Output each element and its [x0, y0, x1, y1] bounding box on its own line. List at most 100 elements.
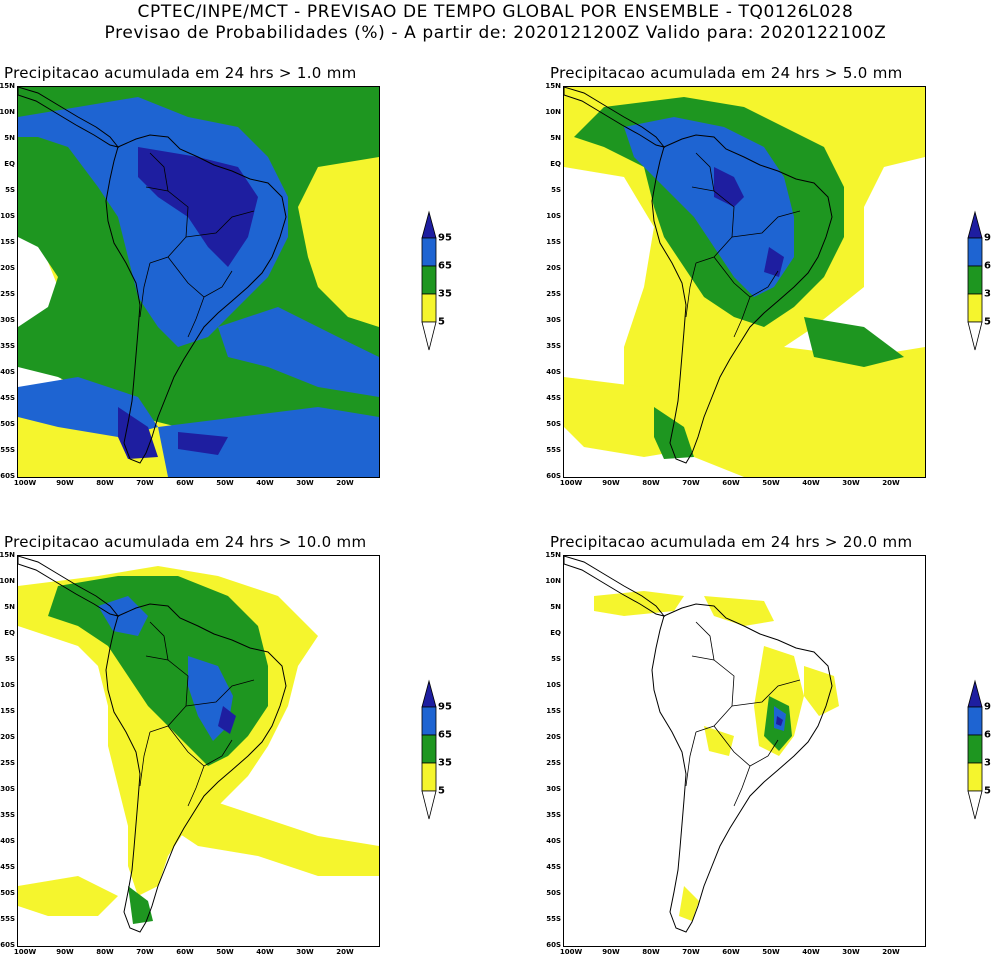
longitude-tick-label: 80W [96, 479, 114, 487]
legend-label: 35 [438, 288, 452, 300]
longitude-tick-label: 100W [559, 948, 583, 956]
longitude-tick-label: 90W [602, 948, 620, 956]
longitude-tick-label: 30W [296, 948, 314, 956]
legend-label: 65 [438, 260, 452, 272]
probability-legend: 95 65 35 5 [421, 210, 457, 355]
legend-label: 65 [438, 729, 452, 741]
header-line-2: Previsao de Probabilidades (%) - A parti… [104, 23, 887, 43]
probability-contour-c95 [118, 407, 158, 459]
latitude-tick-label: 50S [546, 420, 561, 428]
header-line-1: CPTEC/INPE/MCT - PREVISAO DE TEMPO GLOBA… [137, 2, 854, 22]
latitude-tick-label: 25S [546, 759, 561, 767]
probability-contour-c5 [168, 786, 379, 876]
country-border [139, 262, 151, 318]
longitude-tick-label: 70W [136, 479, 154, 487]
latitude-tick-label: 30S [0, 316, 15, 324]
latitude-axis-labels: 15N 10N 5N EQ 5S 10S 15S 20S 25S 30S 35S 40S 45S 50S 5… [0, 551, 15, 949]
longitude-tick-label: 90W [602, 479, 620, 487]
latitude-tick-label: 5S [551, 186, 561, 194]
probability-contour-map [18, 87, 379, 477]
longitude-tick-label: 60W [176, 948, 194, 956]
legend-colorbar [967, 210, 983, 351]
latitude-tick-label: 20S [0, 733, 15, 741]
legend-label: 65 [984, 729, 991, 741]
legend-label: 35 [438, 757, 452, 769]
panel-title: Precipitacao acumulada em 24 hrs > 1.0 m… [4, 64, 357, 82]
probability-contour-map [564, 87, 925, 477]
latitude-tick-label: 5S [551, 655, 561, 663]
probability-contour-c5 [18, 876, 118, 916]
central-america-outline [564, 556, 666, 617]
latitude-tick-label: 40S [546, 837, 561, 845]
latitude-tick-label: 15N [0, 82, 15, 90]
longitude-tick-label: 100W [13, 479, 37, 487]
central-america-outline [18, 87, 120, 148]
country-border [733, 296, 751, 338]
country-border [185, 679, 255, 707]
probability-contour-c65 [18, 97, 288, 347]
legend-label: 35 [984, 288, 991, 300]
longitude-axis-labels: 100W 90W 80W 70W 60W 50W 40W 30W 20W [13, 479, 378, 489]
legend-label: 5 [984, 785, 991, 797]
latitude-tick-label: 15N [0, 551, 15, 559]
legend-label: 5 [984, 316, 991, 328]
longitude-tick-label: 30W [842, 479, 860, 487]
latitude-tick-label: 10S [0, 212, 15, 220]
latitude-tick-label: EQ [550, 629, 561, 637]
latitude-tick-label: 35S [0, 811, 15, 819]
latitude-tick-label: 5S [5, 655, 15, 663]
latitude-tick-label: EQ [4, 160, 15, 168]
latitude-tick-label: 45S [546, 863, 561, 871]
longitude-tick-label: 20W [882, 479, 900, 487]
country-border [691, 186, 735, 264]
probability-contour-c95 [138, 147, 258, 267]
latitude-tick-label: 60S [0, 941, 15, 949]
legend-colorbar [421, 210, 437, 351]
latitude-tick-label: 15N [545, 551, 561, 559]
latitude-tick-label: 10N [0, 577, 15, 585]
latitude-tick-label: EQ [550, 160, 561, 168]
longitude-tick-label: 50W [762, 948, 780, 956]
longitude-tick-label: 30W [842, 948, 860, 956]
probability-contour-c95 [764, 247, 784, 277]
longitude-tick-label: 50W [216, 479, 234, 487]
probability-contour-map [564, 556, 839, 933]
panel-title: Precipitacao acumulada em 24 hrs > 5.0 m… [550, 64, 903, 82]
latitude-tick-label: 5N [550, 134, 561, 142]
longitude-tick-label: 40W [256, 948, 274, 956]
continent-outline [105, 134, 287, 464]
probability-legend: 95 65 35 5 [967, 210, 991, 355]
legend-label: 65 [984, 260, 991, 272]
country-border [685, 262, 697, 318]
country-border [149, 621, 169, 661]
country-border [185, 210, 255, 238]
latitude-tick-label: 15N [545, 82, 561, 90]
continent-outline [105, 603, 287, 933]
country-border [187, 765, 205, 807]
latitude-tick-label: 55S [0, 446, 15, 454]
latitude-tick-label: 50S [0, 889, 15, 897]
country-border [145, 655, 189, 733]
latitude-tick-label: 30S [546, 316, 561, 324]
legend-label: 95 [984, 701, 991, 713]
latitude-tick-label: 35S [546, 811, 561, 819]
longitude-tick-label: 70W [682, 479, 700, 487]
map-area [563, 86, 926, 478]
country-border [695, 152, 715, 192]
latitude-tick-label: 20S [546, 733, 561, 741]
longitude-tick-label: 60W [176, 479, 194, 487]
longitude-tick-label: 90W [56, 479, 74, 487]
map-area [17, 86, 380, 478]
map-area [17, 555, 380, 947]
latitude-tick-label: 10S [546, 212, 561, 220]
legend-label: 95 [984, 232, 991, 244]
latitude-tick-label: 45S [0, 394, 15, 402]
longitude-tick-label: 60W [722, 948, 740, 956]
latitude-tick-label: 25S [0, 759, 15, 767]
latitude-tick-label: 60S [546, 941, 561, 949]
longitude-tick-label: 100W [559, 479, 583, 487]
longitude-axis-labels: 100W 90W 80W 70W 60W 50W 40W 30W 20W [14, 948, 378, 958]
longitude-tick-label: 40W [256, 479, 274, 487]
legend-label: 95 [438, 701, 452, 713]
legend-colorbar [967, 679, 983, 820]
